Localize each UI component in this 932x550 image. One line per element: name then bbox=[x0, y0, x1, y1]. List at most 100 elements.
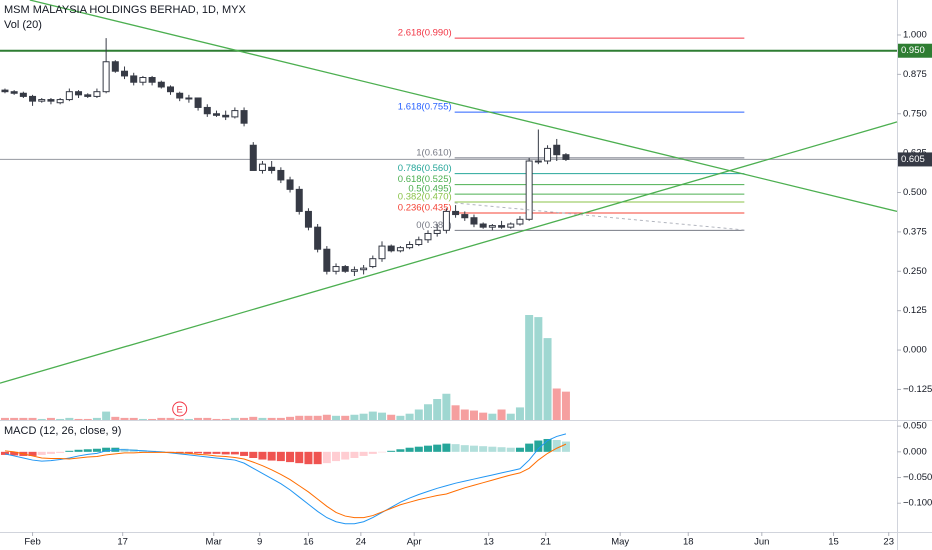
volume-bar bbox=[515, 407, 524, 420]
candle-body bbox=[488, 225, 496, 228]
x-tick-label: Apr bbox=[407, 537, 422, 548]
volume-bar bbox=[249, 416, 258, 420]
macd-histogram-bar bbox=[304, 451, 313, 465]
candle-body bbox=[516, 218, 524, 225]
volume-bar bbox=[396, 415, 405, 420]
candle-body bbox=[277, 169, 285, 181]
volume-bar bbox=[37, 418, 46, 420]
volume-bar bbox=[10, 417, 19, 420]
macd-histogram-bar bbox=[267, 451, 276, 461]
volume-bar bbox=[304, 415, 313, 420]
candle-body bbox=[102, 61, 110, 93]
volume-bar bbox=[157, 417, 166, 420]
macd-histogram-bar bbox=[525, 443, 534, 452]
candle-body bbox=[111, 61, 119, 72]
volume-bar bbox=[102, 411, 111, 420]
candle-body bbox=[1, 89, 9, 93]
volume-bar bbox=[543, 338, 552, 420]
earnings-label: E bbox=[177, 405, 183, 416]
price-badge bbox=[898, 43, 932, 58]
candle-body bbox=[121, 70, 129, 77]
y-tick-label: 0.375 bbox=[903, 226, 927, 237]
volume-bar bbox=[230, 417, 239, 420]
volume-bar bbox=[322, 414, 331, 420]
candle-body bbox=[249, 144, 257, 171]
macd-line bbox=[4, 443, 567, 519]
fib-label: 0.786(0.560) bbox=[398, 163, 452, 174]
volume-bar bbox=[442, 393, 451, 420]
macd-histogram-bar bbox=[359, 451, 368, 456]
volume-bar bbox=[460, 409, 469, 420]
volume-label: Vol (20) bbox=[4, 19, 42, 31]
trendline bbox=[0, 121, 898, 384]
volume-bar bbox=[19, 417, 28, 420]
candle-body bbox=[433, 229, 441, 234]
volume-bar bbox=[368, 411, 377, 420]
macd-y-tick-label: −0.050 bbox=[903, 472, 932, 483]
volume-bar bbox=[405, 413, 414, 420]
macd-histogram-bar bbox=[286, 451, 295, 463]
macd-histogram-bar bbox=[230, 451, 239, 455]
candle-body bbox=[562, 154, 570, 160]
macd-histogram-bar bbox=[433, 444, 442, 452]
candle-body bbox=[10, 91, 18, 94]
y-tick-label: 0.250 bbox=[903, 266, 927, 277]
candle-body bbox=[544, 147, 552, 162]
macd-histogram-bar bbox=[28, 451, 37, 456]
candle-body bbox=[442, 210, 450, 231]
volume-bar bbox=[534, 317, 543, 420]
volume-bar bbox=[276, 417, 285, 420]
candle-body bbox=[130, 75, 138, 83]
fib-label: 1(0.610) bbox=[416, 147, 451, 158]
macd-histogram-bar bbox=[194, 451, 203, 454]
macd-histogram-bar bbox=[405, 447, 414, 452]
macd-histogram-bar bbox=[295, 451, 304, 464]
candle-body bbox=[47, 99, 55, 102]
volume-bar bbox=[138, 418, 147, 420]
macd-histogram-bar bbox=[249, 451, 258, 458]
macd-line bbox=[4, 433, 567, 525]
volume-bar bbox=[488, 413, 497, 420]
macd-histogram-bar bbox=[378, 451, 387, 453]
candle-body bbox=[424, 232, 432, 241]
macd-histogram-bar bbox=[368, 451, 377, 454]
candle-body bbox=[396, 247, 404, 252]
candle-body bbox=[240, 110, 248, 124]
candle-body bbox=[185, 97, 193, 100]
candle-body bbox=[534, 160, 542, 163]
x-tick-label: 16 bbox=[303, 537, 314, 548]
volume-bar bbox=[332, 415, 341, 420]
x-tick-label: 17 bbox=[117, 537, 128, 548]
macd-y-tick-label: 0.000 bbox=[903, 446, 927, 457]
price-badge bbox=[898, 152, 932, 167]
candle-body bbox=[157, 81, 165, 88]
macd-histogram-bar bbox=[10, 451, 19, 456]
candle-body bbox=[93, 91, 101, 97]
macd-histogram-bar bbox=[212, 451, 221, 454]
volume-bar bbox=[286, 416, 295, 420]
macd-histogram-bar bbox=[515, 447, 524, 452]
macd-histogram-bar bbox=[451, 444, 460, 452]
candle-body bbox=[286, 179, 294, 190]
macd-histogram-bar bbox=[387, 450, 396, 452]
fib-label: 0.618(0.525) bbox=[398, 174, 452, 185]
candle-body bbox=[507, 223, 515, 228]
macd-histogram-bar bbox=[341, 451, 350, 460]
volume-bar bbox=[166, 417, 175, 420]
candle-body bbox=[268, 166, 276, 171]
macd-label: MACD (12, 26, close, 9) bbox=[4, 425, 121, 437]
volume-bar bbox=[423, 404, 432, 420]
overlay: MSM MALAYSIA HOLDINGS BERHAD, 1D, MYX Vo… bbox=[4, 4, 932, 437]
volume-bar bbox=[111, 416, 120, 420]
macd-histogram-bar bbox=[497, 447, 506, 452]
macd-histogram-bar bbox=[313, 451, 322, 465]
volume-bar bbox=[83, 418, 92, 420]
volume-bar bbox=[350, 414, 359, 420]
y-tick-label: 0.750 bbox=[903, 108, 927, 119]
x-tick-label: 15 bbox=[828, 537, 839, 548]
candle-body bbox=[194, 97, 202, 108]
x-tick-label: 24 bbox=[356, 537, 367, 548]
candle-body bbox=[387, 245, 395, 252]
candle-body bbox=[75, 91, 83, 96]
volume-bar bbox=[506, 413, 515, 420]
